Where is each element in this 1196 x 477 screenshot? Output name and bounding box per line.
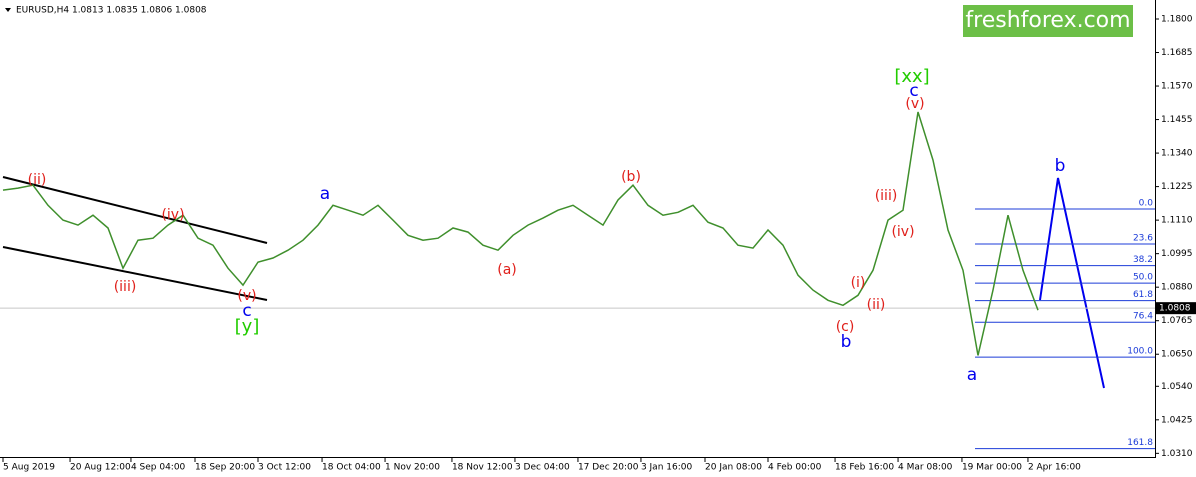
x-tick-label: 18 Nov 12:00 bbox=[452, 463, 513, 473]
fib-label: 100.0 bbox=[1127, 347, 1153, 357]
wave-label: a bbox=[967, 365, 977, 385]
wave-label: (v) bbox=[905, 96, 924, 112]
wave-label: (v) bbox=[237, 288, 256, 304]
y-tick-label: 1.0310 bbox=[1161, 449, 1193, 459]
last-price-label: 1.0808 bbox=[1159, 304, 1191, 314]
wave-label: b bbox=[1055, 156, 1066, 176]
x-tick-label: 18 Sep 20:00 bbox=[195, 463, 255, 473]
x-tick-label: 20 Aug 12:00 bbox=[70, 463, 131, 473]
y-tick-label: 1.1340 bbox=[1161, 149, 1193, 159]
x-tick-label: 18 Feb 16:00 bbox=[835, 463, 894, 473]
fib-label: 38.2 bbox=[1133, 255, 1153, 265]
wave-label: [xx] bbox=[894, 66, 929, 87]
y-tick-label: 1.0650 bbox=[1161, 350, 1193, 360]
x-tick-label: 3 Jan 16:00 bbox=[641, 463, 693, 473]
wave-label: (i) bbox=[851, 275, 866, 291]
y-tick-label: 1.1225 bbox=[1161, 182, 1193, 192]
y-tick-label: 1.1800 bbox=[1161, 14, 1193, 24]
wave-label: (ii) bbox=[867, 297, 886, 313]
y-tick-label: 1.0540 bbox=[1161, 382, 1193, 392]
wave-label: (iv) bbox=[161, 207, 184, 223]
wave-label: (ii) bbox=[28, 172, 47, 188]
y-tick-label: 1.0425 bbox=[1161, 415, 1193, 425]
x-tick-label: 20 Jan 08:00 bbox=[705, 463, 762, 473]
wave-label: (iv) bbox=[891, 224, 914, 240]
x-tick-label: 3 Dec 04:00 bbox=[515, 463, 570, 473]
x-tick-label: 4 Sep 04:00 bbox=[131, 463, 186, 473]
x-tick-label: 19 Mar 00:00 bbox=[962, 463, 1022, 473]
wave-label: (iii) bbox=[114, 279, 137, 295]
watermark: freshforex.com bbox=[965, 8, 1130, 33]
x-tick-label: 4 Mar 08:00 bbox=[898, 463, 953, 473]
wave-label: c bbox=[242, 301, 251, 321]
wave-label: (a) bbox=[497, 262, 517, 278]
fib-label: 76.4 bbox=[1133, 312, 1153, 322]
wave-label: (b) bbox=[621, 169, 641, 185]
menu-arrow[interactable] bbox=[5, 8, 11, 12]
forecast-path bbox=[1039, 177, 1105, 389]
fib-label: 0.0 bbox=[1139, 199, 1154, 209]
wave-label: [y] bbox=[235, 316, 260, 337]
fib-label: 23.6 bbox=[1133, 234, 1153, 244]
channel-line bbox=[2, 176, 268, 244]
channel-line bbox=[2, 246, 268, 301]
x-tick-label: 4 Feb 00:00 bbox=[768, 463, 822, 473]
wave-label: (c) bbox=[836, 319, 855, 335]
x-tick-label: 3 Oct 12:00 bbox=[258, 463, 311, 473]
wave-label: a bbox=[320, 184, 330, 204]
wave-label: (iii) bbox=[875, 188, 898, 204]
y-tick-label: 1.0765 bbox=[1161, 316, 1193, 326]
y-tick-label: 1.0995 bbox=[1161, 249, 1193, 259]
price-line bbox=[2, 111, 1039, 356]
chart-title: EURUSD,H4 1.0813 1.0835 1.0806 1.0808 bbox=[16, 6, 207, 16]
wave-label: b bbox=[841, 332, 852, 352]
y-tick-label: 1.1570 bbox=[1161, 82, 1193, 92]
watermark-box bbox=[963, 5, 1133, 37]
fib-label: 61.8 bbox=[1133, 290, 1153, 300]
x-tick-label: 18 Oct 04:00 bbox=[322, 463, 381, 473]
y-tick-label: 1.1685 bbox=[1161, 48, 1193, 58]
y-tick-label: 1.1455 bbox=[1161, 115, 1193, 125]
y-tick-label: 1.0880 bbox=[1161, 283, 1193, 293]
x-tick-label: 2 Apr 16:00 bbox=[1028, 463, 1081, 473]
wave-label: c bbox=[909, 81, 918, 101]
x-tick-label: 5 Aug 2019 bbox=[3, 463, 55, 473]
y-tick-label: 1.1110 bbox=[1161, 216, 1193, 226]
x-tick-label: 1 Nov 20:00 bbox=[385, 463, 440, 473]
fib-label: 50.0 bbox=[1133, 273, 1153, 283]
x-tick-label: 17 Dec 20:00 bbox=[578, 463, 639, 473]
fib-label: 161.8 bbox=[1127, 438, 1153, 448]
last-price-box bbox=[1156, 302, 1196, 315]
